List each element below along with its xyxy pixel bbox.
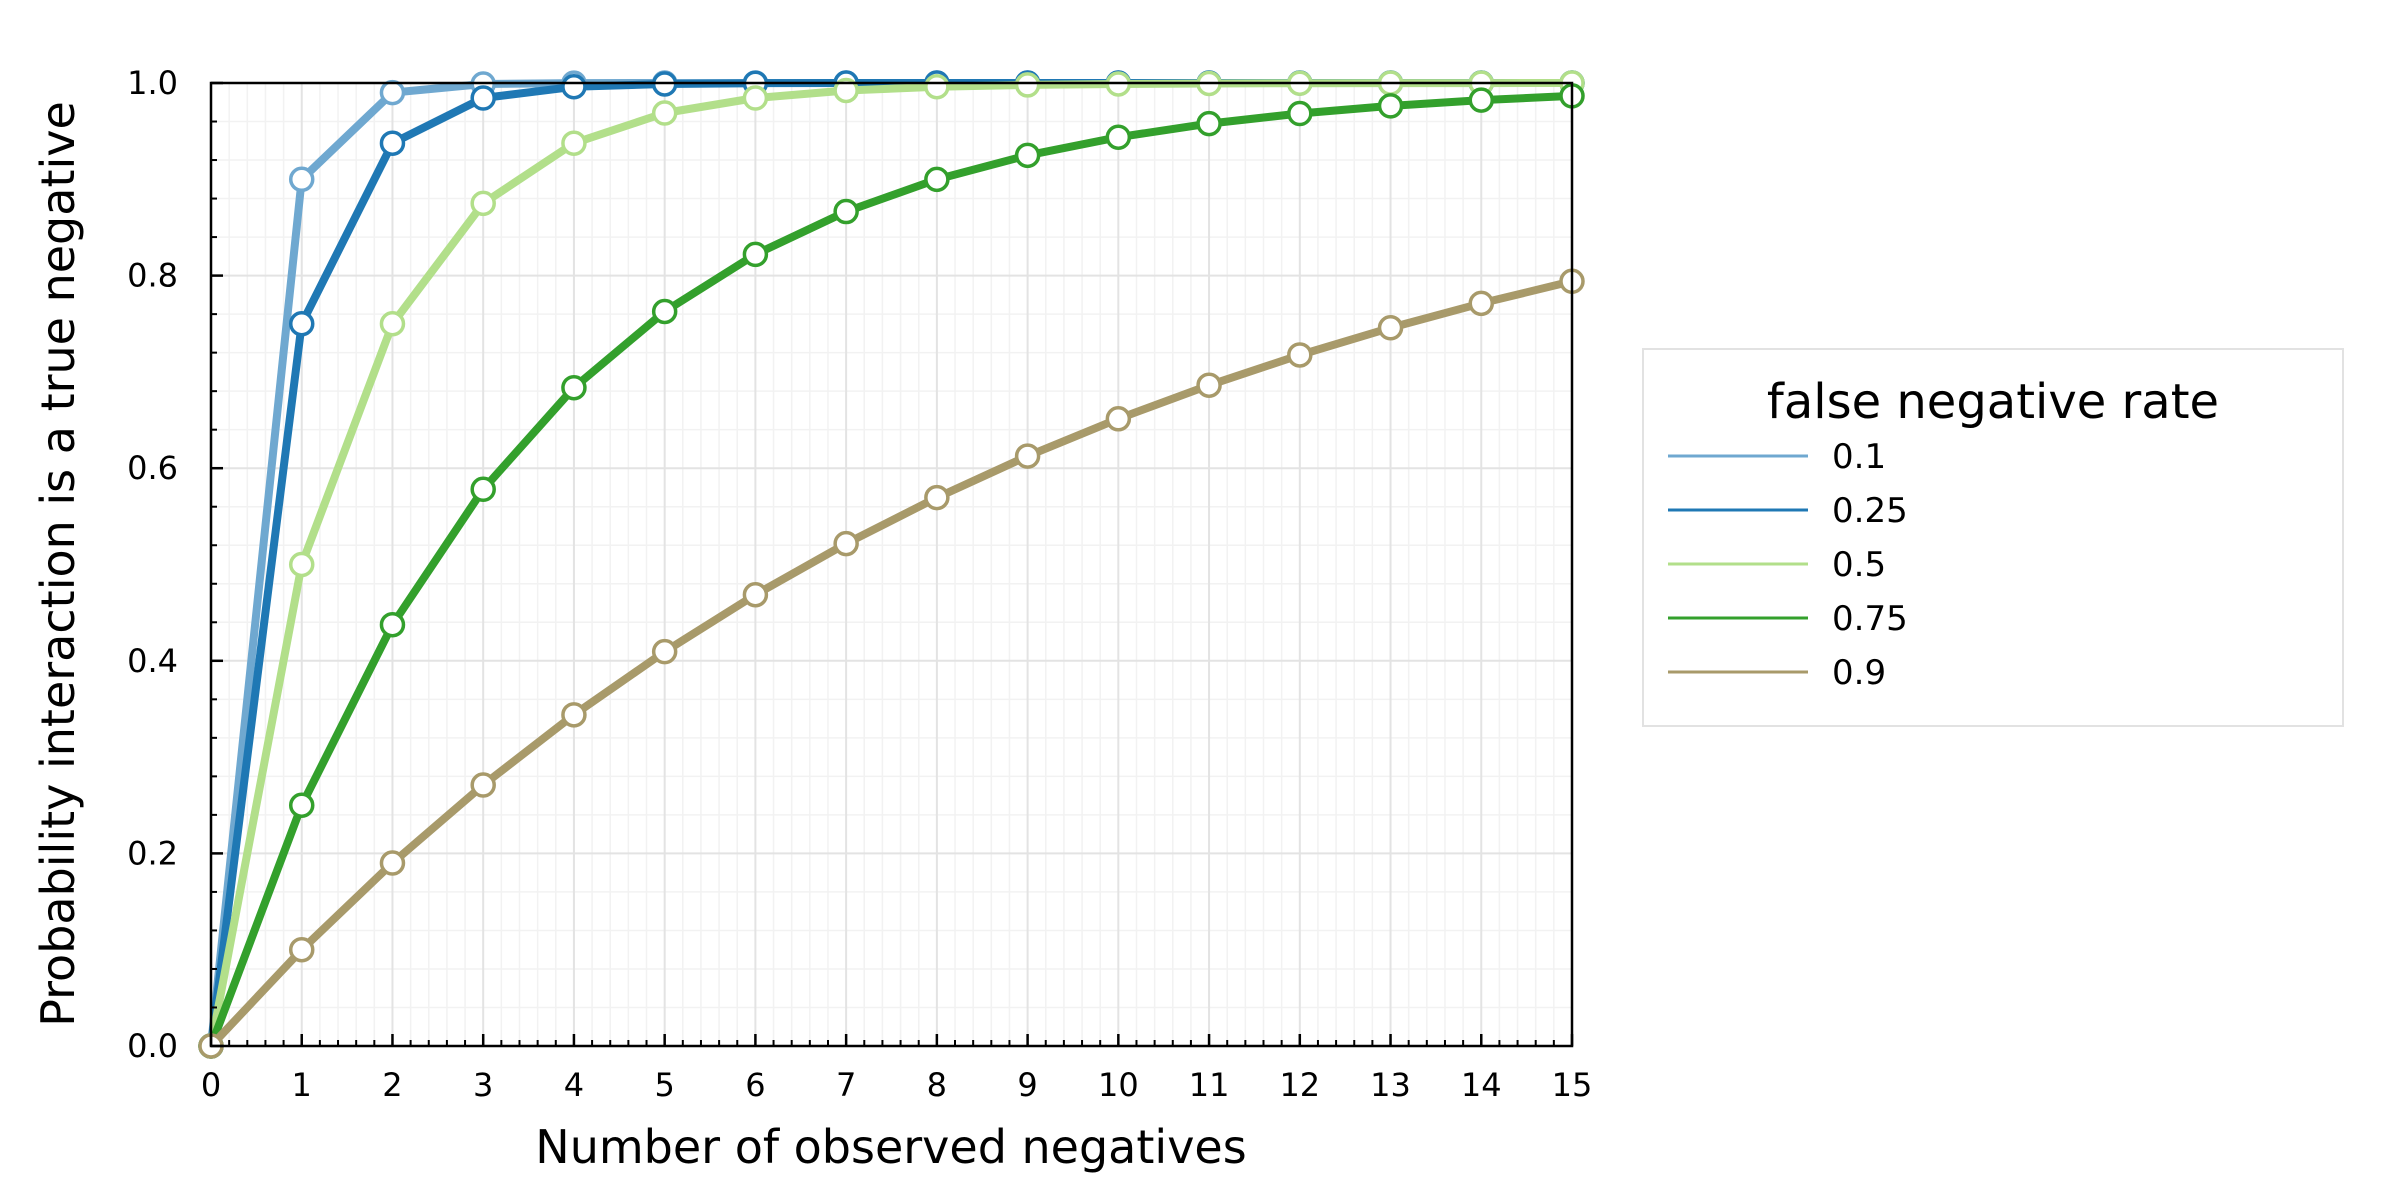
series-0.1 (198, 70, 1585, 1059)
plot-frame (209, 81, 1574, 1048)
data-point (379, 79, 406, 106)
legend-entries: 0.1 0.25 0.5 0.75 0.9 (1668, 437, 1908, 693)
data-point (379, 611, 406, 638)
data-point (288, 166, 315, 193)
series-0.5 (198, 70, 1585, 1059)
data-point (561, 702, 587, 728)
data-point (379, 850, 406, 876)
data-point (651, 100, 678, 126)
x-tick-label: 2 (382, 1066, 402, 1104)
data-point (924, 74, 950, 100)
legend-label: 0.25 (1832, 491, 1908, 531)
series-0.75 (198, 83, 1585, 1059)
legend-box (1642, 348, 2344, 727)
data-point (833, 77, 859, 104)
data-point (1377, 93, 1404, 119)
x-tick-label: 0 (201, 1066, 221, 1104)
x-tick-label: 3 (473, 1066, 493, 1104)
x-tick-label: 5 (654, 1066, 674, 1104)
x-axis-title: Number of observed negatives (535, 1120, 1246, 1174)
x-tick-label: 10 (1098, 1066, 1139, 1104)
series-line (207, 79, 1576, 1050)
x-tick-label: 13 (1370, 1066, 1411, 1104)
data-point (1468, 87, 1495, 113)
y-tick-label: 1.0 (127, 64, 178, 102)
y-tick-label: 0.8 (127, 257, 178, 295)
x-tick-label: 11 (1189, 1066, 1230, 1104)
x-tick-label: 9 (1017, 1066, 1037, 1104)
data-point (470, 190, 496, 217)
data-point (470, 476, 496, 503)
series-line (207, 91, 1576, 1050)
data-point (924, 166, 950, 193)
axis-ticks (209, 81, 1574, 1048)
series-line (207, 79, 1576, 1050)
y-tick-label: 0.0 (127, 1027, 178, 1065)
data-point (1196, 110, 1222, 137)
x-tick-label: 8 (927, 1066, 947, 1104)
legend-label: 0.5 (1832, 545, 1886, 585)
data-point (1014, 443, 1041, 469)
data-point (833, 530, 859, 557)
data-point (651, 298, 678, 325)
data-point (288, 936, 315, 963)
x-tick-label: 12 (1279, 1066, 1320, 1104)
y-axis-title: Probability interaction is a true negati… (31, 101, 85, 1027)
y-tick-label: 0.4 (127, 642, 178, 680)
legend-label: 0.9 (1832, 653, 1886, 693)
data-point (288, 311, 315, 337)
data-point (470, 85, 496, 111)
legend: false negative rate 0.1 0.25 0.5 0.75 0.9 (1642, 348, 2344, 727)
data-point (561, 374, 587, 401)
data-point (1014, 72, 1041, 98)
data-point (288, 551, 315, 578)
data-point (1287, 100, 1313, 127)
data-point (924, 484, 950, 511)
data-point (651, 638, 678, 665)
series-line (207, 79, 1576, 1050)
x-tick-label: 4 (564, 1066, 584, 1104)
data-point (742, 241, 769, 268)
data-point (288, 792, 315, 818)
data-point (1105, 406, 1132, 432)
data-point (1014, 142, 1041, 169)
data-point (379, 311, 406, 337)
tick-labels: 0 1 2 3 4 5 6 7 8 9 10 11 12 13 14 150.00.20.40.60.81.0 (127, 64, 1592, 1104)
x-tick-label: 7 (836, 1066, 856, 1104)
data-point (742, 85, 769, 111)
y-tick-label: 0.2 (127, 834, 178, 872)
series-line (207, 277, 1576, 1050)
legend-title: false negative rate (1767, 374, 2219, 430)
x-tick-label: 6 (745, 1066, 765, 1104)
data-point (561, 130, 587, 156)
series-0.9 (198, 268, 1585, 1059)
data-point (379, 130, 406, 156)
series-layer (198, 70, 1585, 1059)
data-point (470, 772, 496, 798)
series-0.25 (198, 70, 1585, 1059)
x-tick-label: 1 (292, 1066, 312, 1104)
data-point (742, 581, 769, 608)
y-tick-label: 0.6 (127, 449, 178, 487)
data-point (1377, 315, 1404, 341)
minor-grid (211, 83, 1572, 1046)
data-point (833, 198, 859, 225)
data-point (1196, 372, 1222, 398)
legend-label: 0.75 (1832, 599, 1908, 639)
x-tick-label: 15 (1552, 1066, 1593, 1104)
x-tick-label: 14 (1461, 1066, 1502, 1104)
data-point (561, 74, 587, 100)
data-point (1287, 342, 1313, 368)
major-grid (210, 82, 1573, 1047)
data-point (1105, 124, 1132, 150)
legend-label: 0.1 (1832, 437, 1886, 477)
data-point (1468, 290, 1495, 317)
